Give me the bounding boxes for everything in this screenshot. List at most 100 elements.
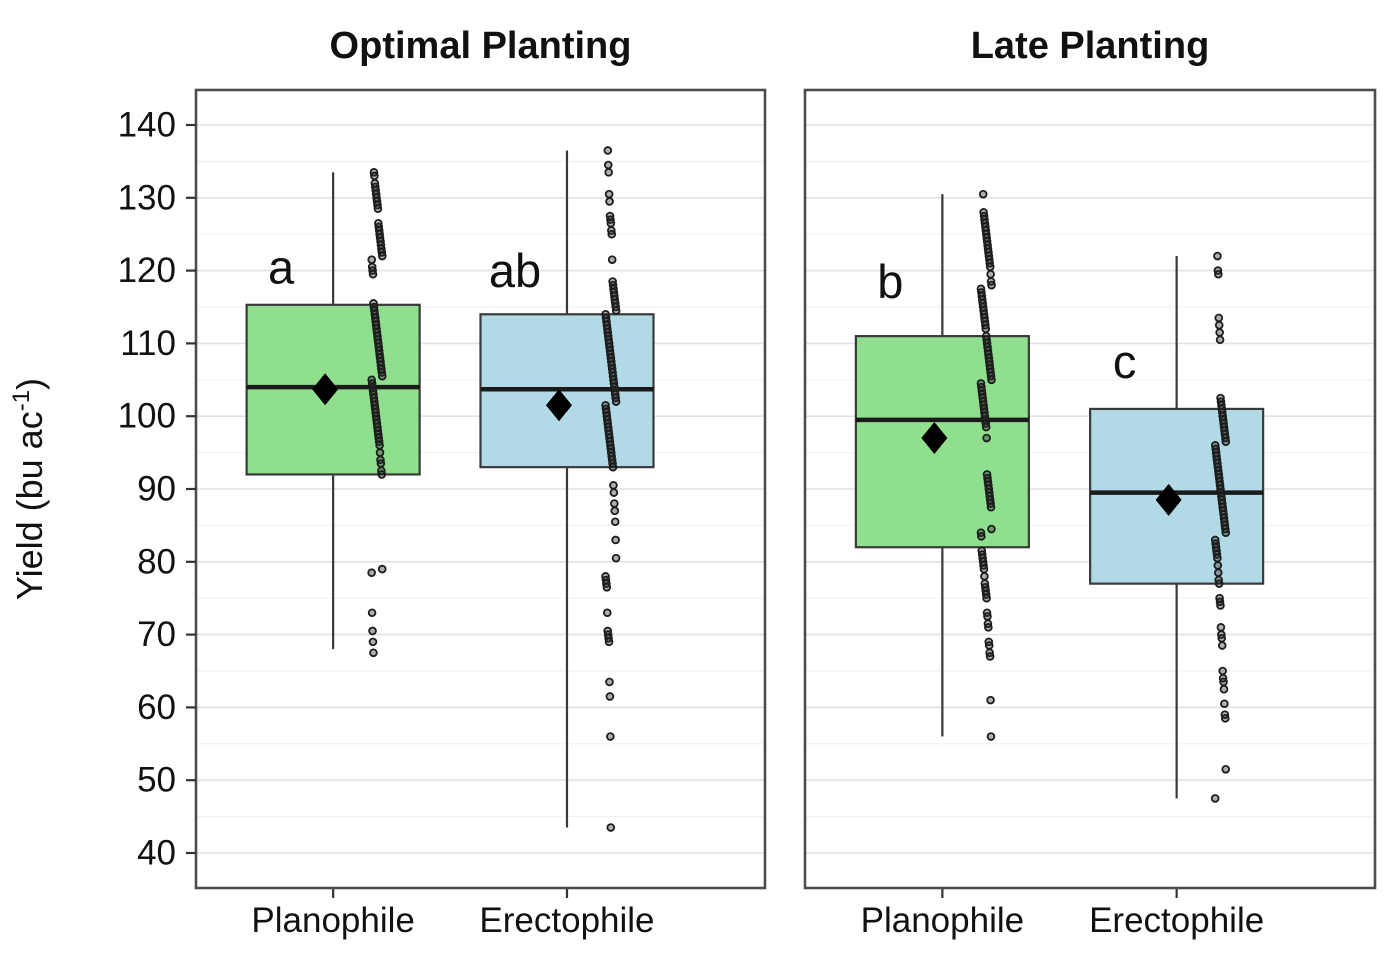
data-point	[367, 568, 376, 578]
boxplot-group-erectophile: c	[1089, 251, 1265, 803]
data-point	[1213, 561, 1223, 570]
data-point	[982, 433, 991, 443]
data-point	[370, 171, 379, 181]
data-point	[1221, 528, 1231, 537]
significance-letter: c	[1113, 335, 1137, 388]
data-point	[1216, 601, 1225, 610]
data-point	[368, 269, 378, 279]
data-point	[367, 255, 377, 264]
mean-diamond	[921, 422, 948, 455]
y-axis-tick-label: 80	[137, 542, 176, 581]
y-axis-tick-label: 50	[137, 761, 176, 800]
data-point	[1214, 579, 1224, 588]
y-axis-tick-label: 120	[118, 251, 176, 290]
data-point	[987, 524, 996, 534]
data-point	[611, 553, 621, 563]
data-point	[987, 375, 996, 385]
panel-late-planting: b Planophile c Erectophile Late Planting	[803, 25, 1377, 940]
data-point	[1215, 328, 1224, 337]
x-axis-label: Planophile	[251, 901, 414, 940]
jitter-points	[976, 189, 996, 741]
data-point	[611, 535, 620, 545]
data-point	[610, 499, 619, 508]
significance-letter: a	[268, 240, 295, 293]
boxplot-group-planophile: b	[854, 189, 1030, 741]
data-point	[610, 506, 620, 516]
data-point	[606, 732, 615, 741]
data-point	[605, 197, 614, 206]
data-point	[1213, 553, 1222, 563]
data-point	[604, 637, 614, 647]
y-axis-tick-label: 110	[120, 324, 176, 363]
data-point	[1217, 633, 1227, 643]
data-point	[607, 255, 617, 264]
data-point	[375, 441, 384, 450]
data-point	[602, 582, 612, 592]
data-point	[373, 204, 383, 214]
data-point	[367, 608, 377, 618]
data-point	[985, 652, 995, 661]
y-axis-tick-label: 40	[137, 834, 176, 873]
data-point	[985, 262, 995, 272]
y-axis-tick-label: 60	[137, 688, 176, 727]
x-axis-label: Erectophile	[479, 901, 654, 940]
data-point	[1210, 794, 1220, 803]
data-point	[606, 823, 616, 832]
data-point	[369, 648, 378, 658]
data-point	[1221, 437, 1231, 446]
panel-title: Late Planting	[971, 25, 1210, 67]
x-axis-label: Erectophile	[1089, 901, 1264, 940]
data-point	[377, 371, 387, 381]
data-point	[982, 593, 991, 603]
data-point	[984, 623, 993, 632]
data-point	[981, 422, 991, 432]
data-point	[1220, 699, 1229, 709]
y-axis-tick-label: 70	[137, 615, 176, 654]
jitter-points	[367, 168, 387, 658]
data-point	[368, 637, 378, 647]
data-point	[603, 160, 613, 170]
data-point	[602, 608, 612, 618]
boxplot-group-planophile: a	[245, 168, 421, 658]
data-point	[375, 448, 385, 457]
y-axis-title: Yield (bu ac-1)	[8, 378, 50, 600]
data-point	[978, 189, 988, 199]
box-iqr	[1089, 407, 1265, 585]
data-point	[1214, 269, 1223, 279]
data-point	[609, 488, 619, 497]
data-point	[1216, 623, 1226, 632]
data-point	[979, 564, 989, 574]
data-point	[984, 641, 994, 650]
data-point	[986, 502, 996, 512]
data-point	[1219, 677, 1228, 687]
data-point	[977, 532, 986, 541]
data-point	[611, 306, 621, 315]
data-point	[1215, 335, 1225, 345]
y-axis-tick-label: 140	[118, 106, 176, 145]
data-point	[1219, 684, 1229, 694]
data-point	[986, 732, 996, 741]
panel-title: Optimal Planting	[330, 25, 632, 67]
data-point	[1213, 251, 1222, 261]
data-point	[1213, 568, 1223, 578]
y-axis-tick-label: 90	[137, 470, 176, 509]
y-axis-tick-label: 100	[118, 397, 176, 436]
data-point	[1217, 641, 1227, 650]
data-point	[981, 324, 991, 334]
data-point	[1221, 764, 1231, 774]
mean-diamond	[545, 389, 572, 422]
data-point	[376, 459, 386, 468]
x-axis-label: Planophile	[861, 901, 1024, 940]
data-point	[377, 251, 387, 261]
data-point	[605, 677, 614, 687]
data-point	[611, 397, 621, 406]
data-point	[980, 572, 989, 581]
data-point	[610, 517, 620, 527]
data-point	[377, 564, 387, 574]
data-point	[987, 280, 996, 290]
data-point	[377, 470, 387, 479]
y-axis-tick-label: 130	[118, 178, 176, 217]
data-point	[607, 229, 617, 239]
